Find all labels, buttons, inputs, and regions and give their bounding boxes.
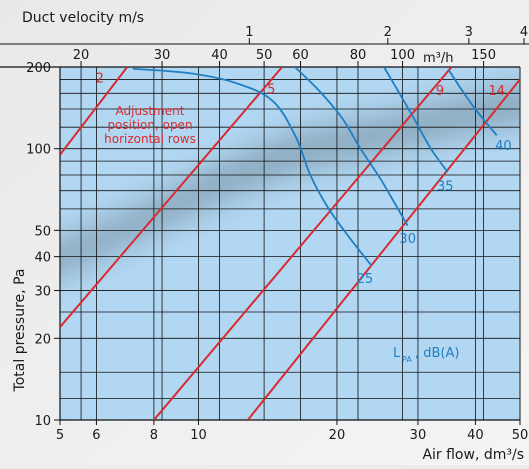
x-tick-label: 10 [190,428,207,443]
x-axis-title: Air flow, dm³/s [422,447,524,463]
adjustment-label-line-3: horizontal rows [104,132,196,146]
m3h-tick-label: 30 [154,48,171,63]
sound-label-35: 35 [437,180,454,195]
y-tick-label: 100 [26,143,51,158]
m3h-tick-label: 20 [73,48,90,63]
y-tick-label: 20 [34,332,51,347]
damper-lines [60,67,520,420]
sound-line-25 [132,67,373,267]
y-tick-label: 40 [34,251,51,266]
m3h-tick-label: 50 [256,48,273,63]
damper-line-14 [247,78,520,420]
m3h-tick-label: 60 [292,48,309,63]
sound-level-annotation: L PA , dB(A) [393,346,459,364]
decorative-shading [60,83,520,276]
sound-line-30 [294,67,409,227]
m3h-tick-label: 80 [350,48,367,63]
m3h-tick-label: 100 [390,48,415,63]
sound-label-25: 25 [357,272,374,287]
damper-label-9: 9 [436,84,444,99]
x-tick-label: 30 [410,428,427,443]
velocity-tick-label: 1 [245,25,253,40]
x-tick-label: 6 [92,428,100,443]
damper-label-2: 2 [96,72,104,87]
m3h-unit-label: m³/h [423,51,454,66]
y-tick-label: 10 [34,414,51,429]
m3h-tick-label: 40 [211,48,228,63]
damper-line-9 [153,67,453,420]
damper-label-5: 5 [267,82,275,97]
m3h-tick-label: 150 [471,48,496,63]
x-tick-label: 5 [56,428,64,443]
x-tick-label: 20 [329,428,346,443]
sound-level-subscript: PA [402,355,412,364]
velocity-tick-label: 4 [520,25,528,40]
x-tick-label: 50 [512,428,529,443]
velocity-tick-label: 2 [384,25,392,40]
damper-label-14: 14 [488,84,505,99]
y-tick-label: 30 [34,285,51,300]
x-tick-label: 8 [150,428,158,443]
velocity-axis-title: Duct velocity m/s [22,10,144,26]
sound-level-symbol: L [393,346,401,361]
damper-line-2 [60,67,129,156]
velocity-tick-label: 3 [465,25,473,40]
y-tick-label: 200 [26,61,51,76]
sound-lines [132,67,498,267]
x-tick-label: 40 [467,428,484,443]
damper-line-5 [60,67,283,328]
sound-label-30: 30 [399,232,416,247]
adjustment-label-line-1: Adjustment [116,104,185,118]
y-axis-title: Total pressure, Pa [12,269,28,393]
y-tick-label: 50 [34,224,51,239]
adjustment-label-line-2: position, open [107,118,192,132]
sound-level-unit: , dB(A) [415,346,459,361]
sound-line-40 [447,69,498,136]
grid [0,43,529,421]
sound-line-35 [383,67,449,173]
sound-label-40: 40 [495,139,512,154]
ticks: 5 6 8 10 20 30 40 50 10 20 30 40 50 100 200 20 30 40 50 60 8… [26,25,528,443]
